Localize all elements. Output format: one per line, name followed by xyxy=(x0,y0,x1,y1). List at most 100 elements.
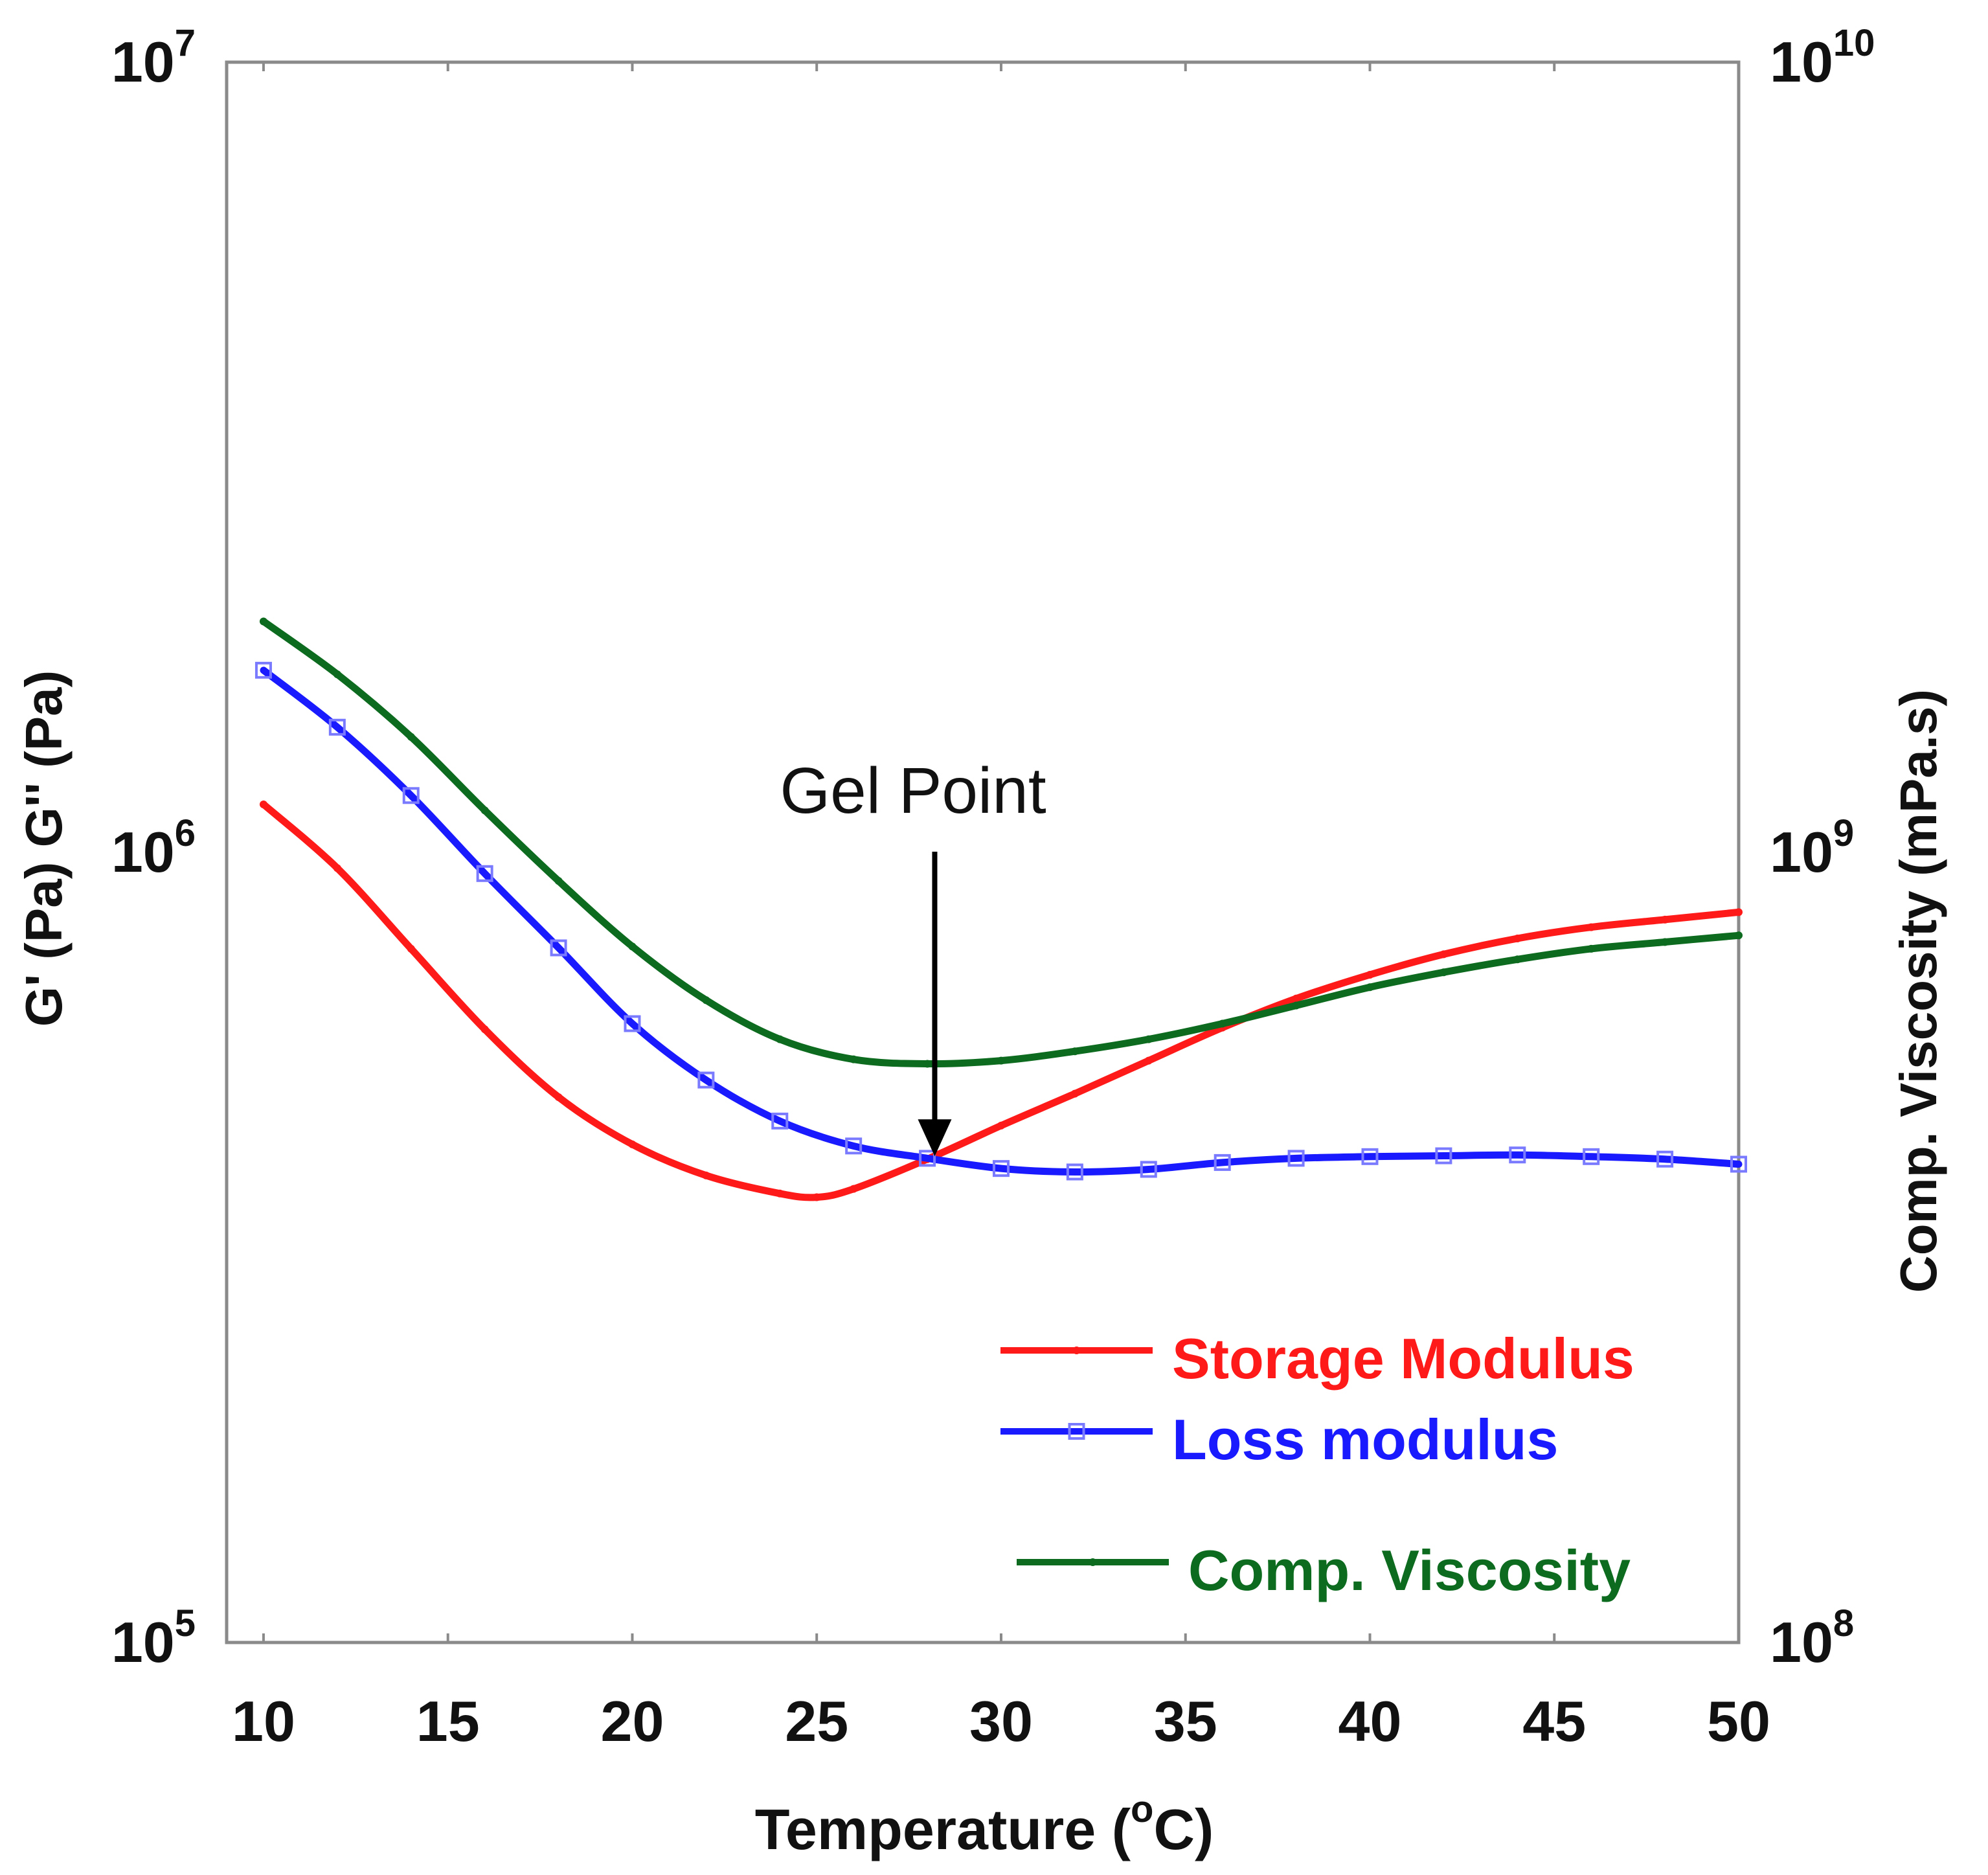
loss-modulus-point xyxy=(476,865,493,882)
series-layer xyxy=(254,617,1747,1201)
y-left-tick-exponent: 7 xyxy=(175,22,196,64)
storage-modulus-point xyxy=(1513,935,1522,943)
storage-modulus-point xyxy=(628,1140,637,1148)
legend-storage-modulus-marker xyxy=(1072,1347,1081,1354)
y-right-tick-exponent: 9 xyxy=(1833,812,1854,854)
storage-modulus-point xyxy=(850,1185,858,1193)
storage-modulus-point xyxy=(1661,915,1669,924)
y-left-tick-exponent: 5 xyxy=(175,1602,196,1644)
loss-modulus-point xyxy=(1140,1161,1157,1178)
y-axis-left-title: G' (Pa) G'' (Pa) xyxy=(15,670,73,1027)
legend-storage-modulus-label: Storage Modulus xyxy=(1172,1326,1634,1391)
loss-modulus-point xyxy=(845,1137,863,1155)
loss-modulus-point xyxy=(1361,1148,1379,1165)
legend-comp-viscosity-marker xyxy=(1089,1558,1097,1566)
gel-point-label: Gel Point xyxy=(780,755,1046,827)
storage-modulus-point xyxy=(333,864,341,872)
storage-modulus-point xyxy=(997,1121,1005,1130)
legend-loss-modulus-label: Loss modulus xyxy=(1172,1407,1559,1472)
x-tick-label: 25 xyxy=(785,1689,848,1753)
y-left-tick-base: 10 xyxy=(111,820,175,884)
loss-modulus-point xyxy=(550,939,567,957)
storage-modulus-point xyxy=(1292,994,1300,1003)
comp-viscosity-point xyxy=(1218,1019,1226,1028)
x-tick-label: 40 xyxy=(1339,1689,1402,1753)
loss-modulus-point xyxy=(254,661,272,679)
loss-modulus-point xyxy=(919,1150,936,1167)
tick-marks xyxy=(262,62,1740,1642)
x-tick-label: 20 xyxy=(601,1689,664,1753)
storage-modulus-point xyxy=(1366,970,1374,979)
comp-viscosity-point xyxy=(1587,944,1596,953)
y-left-tick-label: 106 xyxy=(111,812,196,884)
y-right-tick-base: 10 xyxy=(1770,30,1833,94)
plot-area-frame xyxy=(225,60,1741,1644)
comp-viscosity-point xyxy=(923,1060,932,1068)
y-right-tick-base: 10 xyxy=(1770,820,1833,884)
x-tick-label: 35 xyxy=(1154,1689,1217,1753)
storage-modulus-point xyxy=(1735,908,1743,916)
storage-modulus-point xyxy=(1587,923,1596,931)
storage-modulus-point xyxy=(1070,1089,1079,1098)
y-right-tick-exponent: 10 xyxy=(1833,22,1875,64)
y-right-tick-label: 109 xyxy=(1770,812,1854,884)
x-tick-label: 45 xyxy=(1522,1689,1586,1753)
loss-modulus-point xyxy=(1583,1148,1600,1165)
storage-modulus-point xyxy=(407,944,415,953)
comp-viscosity-point xyxy=(259,617,267,626)
y-right-tick-base: 10 xyxy=(1770,1610,1833,1674)
comp-viscosity-point xyxy=(1366,983,1374,992)
x-axis-title-text: Temperature ( xyxy=(755,1797,1131,1861)
loss-modulus-point xyxy=(1435,1147,1452,1165)
loss-modulus-point xyxy=(1656,1150,1674,1168)
y-axis-right-title: Comp. Viscosity (mPa.s) xyxy=(1890,689,1947,1293)
comp-viscosity-point xyxy=(1144,1035,1153,1043)
comp-viscosity-point xyxy=(850,1055,858,1063)
x-axis-title-unit: C) xyxy=(1153,1797,1214,1861)
comp-viscosity-point xyxy=(702,996,710,1005)
loss-modulus-point xyxy=(402,787,420,804)
comp-viscosity-point xyxy=(333,670,341,679)
storage-modulus-point xyxy=(776,1189,784,1198)
loss-modulus-point xyxy=(624,1015,641,1032)
loss-modulus-line xyxy=(260,666,1743,1176)
gel-point-arrow-head xyxy=(918,1119,952,1157)
y-left-tick-exponent: 6 xyxy=(175,812,196,854)
legend-loss-modulus-marker xyxy=(1068,1423,1085,1440)
comp-viscosity-point xyxy=(407,733,415,741)
loss-modulus-point xyxy=(1509,1146,1526,1164)
x-tick-label: 50 xyxy=(1707,1689,1770,1753)
storage-modulus-point xyxy=(1440,950,1448,959)
loss-modulus-point xyxy=(992,1160,1010,1177)
x-tick-label: 10 xyxy=(232,1689,295,1753)
storage-modulus-point xyxy=(259,800,267,808)
storage-modulus-point xyxy=(554,1093,563,1101)
x-tick-label: 30 xyxy=(969,1689,1033,1753)
storage-modulus-point xyxy=(480,1025,489,1034)
loss-modulus-point xyxy=(771,1112,789,1130)
comp-viscosity-point xyxy=(776,1035,784,1043)
comp-viscosity-point xyxy=(480,806,489,815)
loss-modulus-point xyxy=(1730,1155,1747,1173)
comp-viscosity-point xyxy=(1661,938,1669,946)
comp-viscosity-point xyxy=(554,877,563,885)
comp-viscosity-line xyxy=(260,617,1743,1068)
y-right-tick-exponent: 8 xyxy=(1833,1602,1854,1644)
comp-viscosity-point xyxy=(1292,1001,1300,1010)
comp-viscosity-point xyxy=(997,1056,1005,1065)
comp-viscosity-point xyxy=(1513,955,1522,964)
y-left-tick-label: 107 xyxy=(111,22,196,94)
loss-modulus-point xyxy=(697,1071,715,1089)
y-left-tick-base: 10 xyxy=(111,30,175,94)
y-right-tick-label: 108 xyxy=(1770,1602,1854,1674)
y-left-tick-base: 10 xyxy=(111,1610,175,1674)
x-axis-title-sup: o xyxy=(1131,1788,1153,1830)
comp-viscosity-point xyxy=(628,942,637,951)
loss-modulus-point xyxy=(1287,1150,1305,1167)
storage-modulus-line xyxy=(260,801,1743,1201)
storage-modulus-point xyxy=(1144,1056,1153,1065)
x-axis-title: Temperature (oC) xyxy=(755,1788,1214,1861)
storage-modulus-point xyxy=(813,1193,821,1201)
legend: Storage Modulus Loss modulus Comp. Viscosi… xyxy=(1000,1326,1634,1602)
